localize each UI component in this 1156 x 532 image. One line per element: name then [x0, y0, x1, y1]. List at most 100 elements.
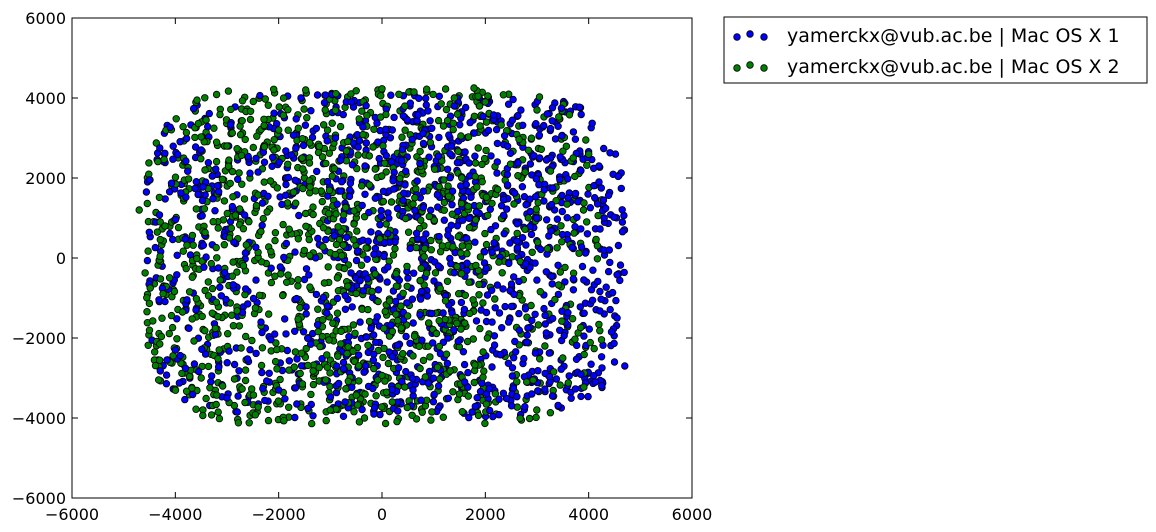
- x-tick-labels: −6000 −4000 −2000 0 2000 4000 6000: [45, 505, 712, 524]
- scatter-point-series-2: [458, 174, 466, 182]
- scatter-point-series-1: [568, 243, 576, 252]
- scatter-point-series-2: [415, 342, 423, 350]
- scatter-point-series-1: [457, 298, 466, 307]
- scatter-point-series-1: [554, 401, 562, 410]
- scatter-point-series-2: [535, 93, 544, 101]
- scatter-point-series-2: [227, 311, 236, 319]
- scatter-point-series-2: [476, 122, 484, 130]
- scatter-point-series-2: [499, 91, 508, 99]
- scatter-point-series-2: [425, 319, 433, 327]
- scatter-point-series-1: [408, 135, 416, 144]
- scatter-point-series-2: [329, 319, 337, 327]
- scatter-point-series-2: [144, 341, 152, 349]
- scatter-point-series-2: [398, 133, 406, 141]
- scatter-point-series-2: [284, 105, 292, 114]
- scatter-point-series-1: [576, 303, 584, 311]
- scatter-point-series-1: [323, 302, 332, 310]
- scatter-point-series-2: [554, 281, 563, 289]
- scatter-point-series-1: [419, 129, 427, 138]
- scatter-point-series-2: [303, 113, 311, 122]
- scatter-point-series-1: [526, 160, 535, 168]
- scatter-point-series-1: [243, 300, 252, 308]
- scatter-point-series-2: [450, 94, 458, 102]
- scatter-point-series-1: [320, 98, 329, 107]
- scatter-point-series-2: [215, 414, 224, 423]
- scatter-point-series-2: [541, 342, 549, 350]
- scatter-point-series-1: [270, 109, 278, 117]
- scatter-point-series-2: [247, 385, 256, 393]
- scatter-point-series-2: [305, 235, 313, 244]
- scatter-point-series-2: [374, 297, 382, 306]
- scatter-point-series-1: [389, 185, 398, 193]
- scatter-point-series-2: [429, 90, 437, 99]
- scatter-point-series-1: [335, 379, 343, 388]
- scatter-point-series-1: [282, 239, 291, 248]
- scatter-point-series-2: [340, 211, 348, 219]
- scatter-point-series-2: [592, 235, 600, 244]
- scatter-point-series-1: [258, 221, 266, 230]
- scatter-point-series-1: [446, 173, 454, 182]
- scatter-point-series-2: [202, 116, 210, 124]
- scatter-point-series-1: [183, 296, 191, 304]
- scatter-point-series-1: [387, 91, 395, 99]
- scatter-point-series-2: [344, 377, 352, 385]
- scatter-point-series-2: [279, 111, 288, 119]
- scatter-point-series-1: [505, 259, 513, 268]
- scatter-point-series-2: [245, 217, 253, 226]
- scatter-point-series-2: [537, 145, 545, 153]
- scatter-point-series-2: [340, 264, 349, 273]
- scatter-point-series-2: [411, 193, 419, 202]
- scatter-point-series-2: [242, 241, 250, 249]
- scatter-point-series-1: [348, 303, 356, 311]
- scatter-point-series-2: [443, 116, 452, 125]
- scatter-point-series-1: [200, 263, 208, 271]
- scatter-point-series-2: [241, 332, 250, 341]
- scatter-point-series-2: [236, 130, 245, 139]
- scatter-point-series-1: [345, 192, 354, 201]
- scatter-point-series-1: [258, 328, 266, 337]
- scatter-point-series-1: [198, 212, 206, 220]
- scatter-point-series-2: [360, 414, 369, 422]
- scatter-point-series-1: [497, 201, 506, 210]
- scatter-point-series-2: [401, 383, 409, 391]
- x-tick-label: −2000: [252, 505, 306, 524]
- scatter-point-series-2: [585, 150, 593, 158]
- scatter-point-series-2: [264, 405, 272, 413]
- scatter-point-series-1: [463, 259, 471, 267]
- scatter-point-series-1: [216, 283, 224, 291]
- scatter-point-series-2: [590, 344, 598, 353]
- scatter-point-series-2: [409, 200, 417, 208]
- scatter-point-series-1: [465, 159, 473, 167]
- scatter-point-series-2: [337, 327, 345, 335]
- scatter-point-series-1: [604, 267, 613, 276]
- scatter-point-series-2: [298, 154, 306, 162]
- scatter-point-series-1: [406, 244, 414, 253]
- scatter-point-series-2: [516, 414, 524, 422]
- scatter-point-series-2: [364, 305, 372, 314]
- scatter-point-series-1: [259, 385, 267, 393]
- scatter-point-series-2: [182, 387, 191, 395]
- scatter-point-series-1: [406, 339, 414, 347]
- scatter-point-series-2: [160, 155, 168, 164]
- scatter-point-series-1: [518, 182, 527, 191]
- scatter-point-series-1: [417, 287, 426, 296]
- scatter-point-series-2: [395, 90, 403, 98]
- scatter-point-series-2: [430, 216, 438, 224]
- scatter-point-series-1: [207, 372, 216, 380]
- scatter-point-series-1: [470, 129, 478, 137]
- scatter-point-series-1: [508, 364, 517, 372]
- scatter-point-series-2: [309, 203, 317, 211]
- scatter-point-series-2: [223, 142, 231, 150]
- scatter-point-series-2: [194, 119, 202, 128]
- scatter-point-series-2: [529, 376, 537, 384]
- scatter-point-series-1: [554, 290, 563, 299]
- scatter-point-series-1: [604, 191, 613, 199]
- scatter-point-series-2: [559, 354, 567, 362]
- scatter-point-series-1: [297, 362, 306, 370]
- scatter-point-series-1: [523, 331, 531, 339]
- scatter-point-series-2: [237, 344, 245, 352]
- scatter-point-series-2: [319, 223, 328, 232]
- scatter-point-series-1: [608, 288, 617, 297]
- scatter-point-series-1: [522, 201, 530, 209]
- scatter-point-series-1: [531, 259, 539, 267]
